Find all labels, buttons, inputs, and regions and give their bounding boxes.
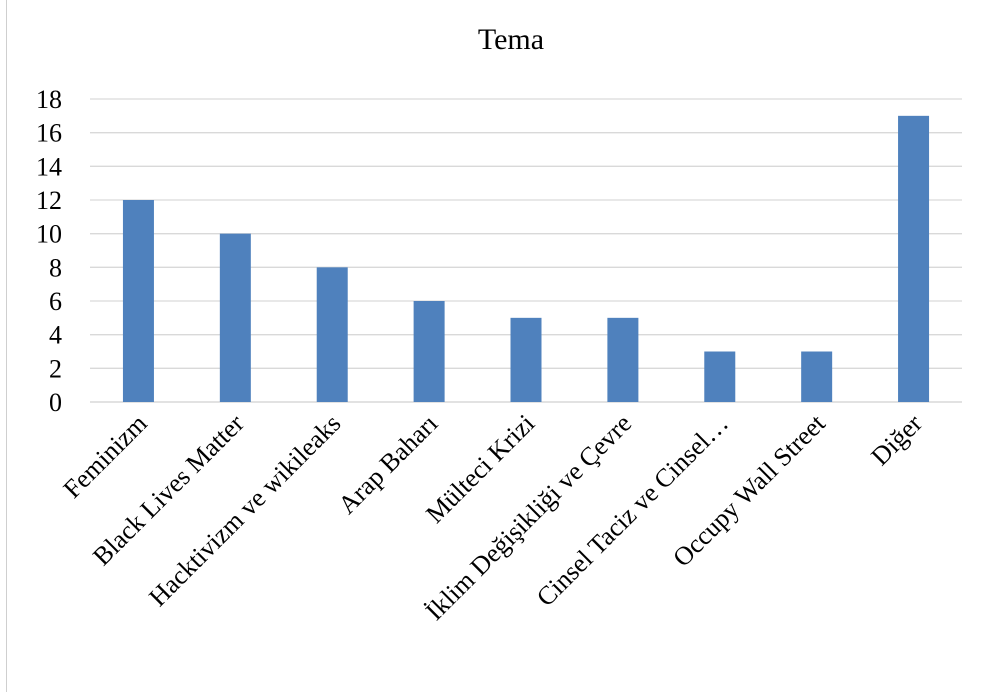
page-left-border: [6, 0, 7, 692]
bar: [607, 317, 639, 402]
y-tick-label: 0: [49, 388, 62, 417]
bar: [704, 351, 736, 402]
y-tick-label: 12: [36, 186, 62, 215]
y-tick-label: 10: [36, 220, 62, 249]
x-tick-label: Diğer: [865, 408, 928, 471]
bar: [413, 301, 445, 402]
x-tick-label: Feminizm: [58, 409, 153, 504]
bar: [122, 200, 154, 402]
bar: [898, 115, 930, 402]
bar: [316, 267, 348, 402]
y-tick-label: 18: [36, 85, 62, 114]
y-tick-label: 16: [36, 119, 62, 148]
y-tick-label: 4: [49, 321, 62, 350]
y-tick-label: 6: [49, 287, 62, 316]
x-tick-label: Hacktivizm ve wikileaks: [143, 409, 346, 612]
bar: [510, 317, 542, 402]
bar: [219, 233, 251, 402]
bar: [801, 351, 833, 402]
x-tick-label: Cinsel Taciz ve Cinsel…: [531, 409, 734, 612]
bars: [122, 115, 930, 402]
chart-title: Tema: [478, 23, 544, 56]
y-axis-ticks: 0 2 4 6 8 10 12 14 16 18: [36, 85, 62, 417]
y-tick-label: 2: [49, 354, 62, 383]
y-tick-label: 8: [49, 253, 62, 282]
y-tick-label: 14: [36, 152, 62, 181]
